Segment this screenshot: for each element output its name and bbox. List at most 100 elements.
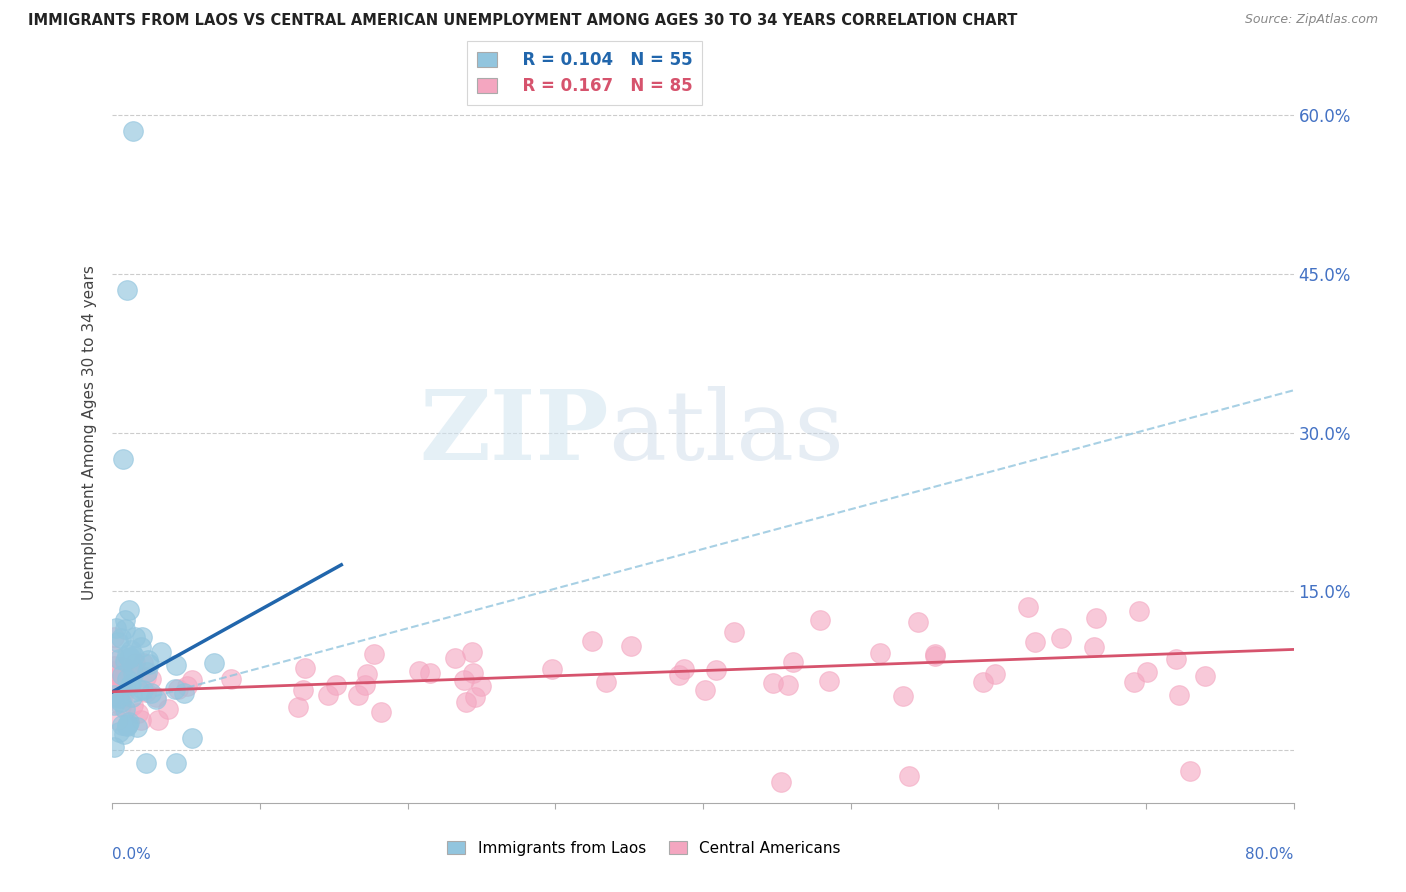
Immigrants from Laos (138, 657, 160, 671)
Central Americans (762, 676, 785, 690)
Central Americans (148, 713, 170, 727)
Immigrants from Laos (122, 648, 145, 663)
Immigrants from Laos (107, 635, 129, 649)
Immigrants from Laos (111, 452, 134, 467)
Text: 80.0%: 80.0% (1246, 847, 1294, 863)
Immigrants from Laos (115, 648, 138, 663)
Central Americans (135, 670, 157, 684)
Central Americans (135, 685, 157, 699)
Central Americans (454, 695, 477, 709)
Immigrants from Laos (165, 681, 187, 696)
Immigrants from Laos (121, 659, 143, 673)
Central Americans (470, 679, 492, 693)
Text: Source: ZipAtlas.com: Source: ZipAtlas.com (1244, 13, 1378, 27)
Immigrants from Laos (165, 658, 187, 673)
Central Americans (1122, 675, 1144, 690)
Immigrants from Laos (117, 603, 139, 617)
Central Americans (110, 698, 132, 713)
Central Americans (110, 667, 132, 681)
Central Americans (540, 662, 562, 676)
Central Americans (463, 665, 485, 680)
Central Americans (107, 713, 129, 727)
Immigrants from Laos (114, 613, 136, 627)
Immigrants from Laos (114, 622, 136, 636)
Immigrants from Laos (108, 652, 131, 666)
Central Americans (363, 647, 385, 661)
Immigrants from Laos (125, 720, 148, 734)
Immigrants from Laos (110, 695, 132, 709)
Central Americans (891, 689, 914, 703)
Central Americans (443, 650, 465, 665)
Immigrants from Laos (117, 718, 139, 732)
Central Americans (924, 647, 946, 661)
Central Americans (181, 673, 204, 688)
Central Americans (103, 659, 125, 673)
Immigrants from Laos (149, 645, 172, 659)
Central Americans (1135, 665, 1157, 679)
Text: 0.0%: 0.0% (112, 847, 152, 863)
Central Americans (620, 639, 643, 653)
Immigrants from Laos (120, 676, 142, 690)
Text: ZIP: ZIP (419, 385, 609, 480)
Legend: Immigrants from Laos, Central Americans: Immigrants from Laos, Central Americans (441, 835, 846, 862)
Central Americans (1024, 635, 1046, 649)
Central Americans (782, 655, 804, 669)
Immigrants from Laos (131, 631, 153, 645)
Immigrants from Laos (115, 672, 138, 686)
Central Americans (122, 698, 145, 713)
Central Americans (668, 668, 690, 682)
Central Americans (103, 678, 125, 692)
Central Americans (294, 661, 316, 675)
Central Americans (124, 664, 146, 678)
Immigrants from Laos (110, 631, 132, 645)
Central Americans (1084, 611, 1107, 625)
Central Americans (167, 681, 190, 696)
Central Americans (111, 691, 134, 706)
Central Americans (132, 656, 155, 670)
Central Americans (1178, 764, 1201, 778)
Central Americans (1128, 604, 1150, 618)
Central Americans (325, 678, 347, 692)
Central Americans (370, 705, 392, 719)
Central Americans (869, 646, 891, 660)
Central Americans (972, 674, 994, 689)
Central Americans (581, 634, 603, 648)
Central Americans (907, 615, 929, 629)
Central Americans (103, 648, 125, 663)
Immigrants from Laos (124, 630, 146, 644)
Immigrants from Laos (122, 666, 145, 681)
Immigrants from Laos (135, 665, 157, 679)
Immigrants from Laos (112, 727, 135, 741)
Immigrants from Laos (114, 654, 136, 668)
Central Americans (464, 690, 486, 705)
Central Americans (219, 672, 242, 686)
Central Americans (356, 667, 378, 681)
Central Americans (316, 688, 339, 702)
Immigrants from Laos (103, 740, 125, 755)
Central Americans (291, 682, 314, 697)
Immigrants from Laos (138, 652, 160, 666)
Central Americans (145, 690, 167, 704)
Central Americans (347, 688, 370, 702)
Central Americans (817, 673, 839, 688)
Immigrants from Laos (128, 682, 150, 697)
Immigrants from Laos (107, 691, 129, 706)
Central Americans (1164, 652, 1187, 666)
Central Americans (778, 678, 800, 692)
Immigrants from Laos (122, 124, 145, 138)
Immigrants from Laos (129, 640, 152, 654)
Central Americans (176, 679, 198, 693)
Immigrants from Laos (108, 725, 131, 739)
Central Americans (898, 769, 921, 783)
Immigrants from Laos (115, 719, 138, 733)
Central Americans (1083, 640, 1105, 654)
Immigrants from Laos (145, 692, 167, 706)
Central Americans (808, 613, 831, 627)
Immigrants from Laos (141, 686, 163, 700)
Immigrants from Laos (131, 683, 153, 698)
Immigrants from Laos (118, 678, 141, 692)
Central Americans (115, 682, 138, 697)
Central Americans (924, 649, 946, 664)
Central Americans (124, 657, 146, 671)
Immigrants from Laos (111, 668, 134, 682)
